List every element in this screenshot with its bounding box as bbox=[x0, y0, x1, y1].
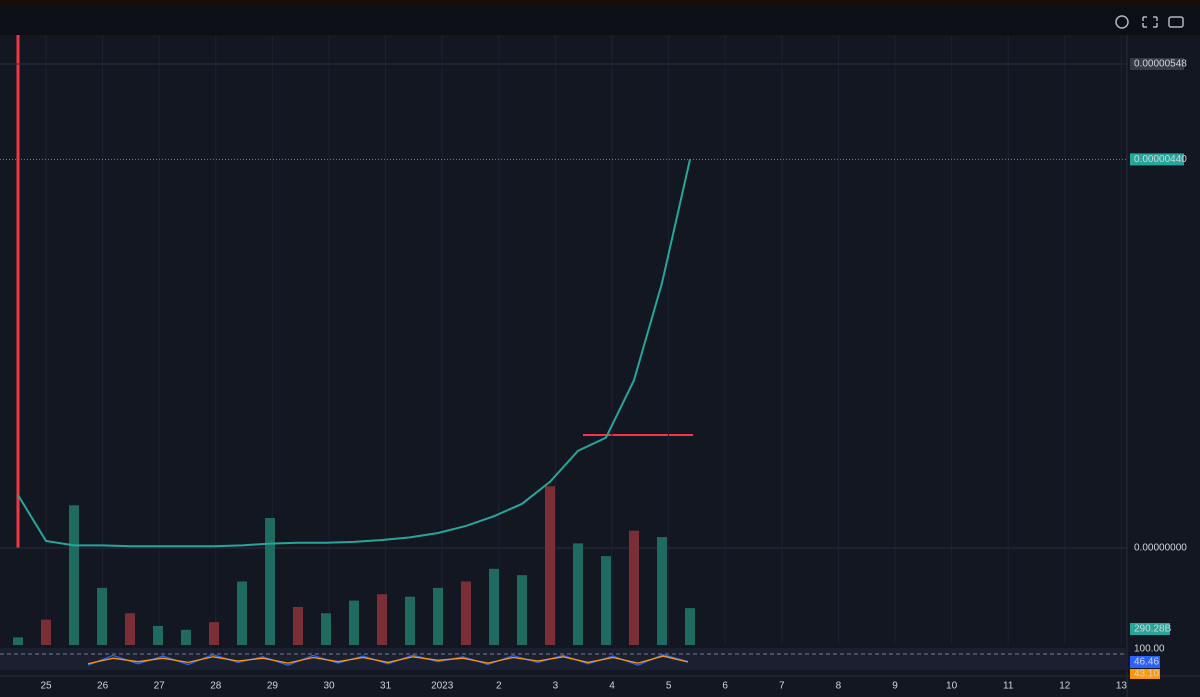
x-tick-label: 3 bbox=[553, 681, 559, 692]
price-label-bg bbox=[1130, 153, 1184, 166]
x-tick-label: 8 bbox=[836, 681, 842, 692]
x-tick-label: 31 bbox=[380, 681, 392, 692]
x-tick-label: 7 bbox=[779, 681, 785, 692]
volume-bar bbox=[125, 613, 135, 645]
x-tick-label: 26 bbox=[97, 681, 109, 692]
price-tick-label: 0.00000548 bbox=[1134, 59, 1187, 70]
x-tick-label: 30 bbox=[323, 681, 335, 692]
x-tick-label: 2023 bbox=[431, 681, 454, 692]
volume-label-bg bbox=[1130, 623, 1170, 635]
volume-bar bbox=[293, 606, 303, 645]
volume-bar bbox=[433, 587, 443, 645]
volume-bar bbox=[545, 486, 555, 645]
fullscreen-icon[interactable] bbox=[1142, 16, 1158, 28]
top-border bbox=[0, 0, 1200, 6]
price-tick-label: 0.00000440 bbox=[1134, 154, 1187, 165]
volume-bar bbox=[685, 608, 695, 645]
volume-bar bbox=[349, 600, 359, 645]
volume-bar bbox=[41, 619, 51, 645]
volume-bar bbox=[657, 537, 667, 645]
volume-bar bbox=[69, 505, 79, 645]
price-line bbox=[17, 159, 691, 548]
volume-bar bbox=[629, 530, 639, 645]
volume-label: 290.28B bbox=[1134, 624, 1172, 635]
volume-bar bbox=[377, 594, 387, 645]
volume-bar bbox=[489, 568, 499, 645]
volume-bar bbox=[13, 637, 23, 645]
price-label-bg bbox=[1130, 58, 1184, 70]
x-tick-label: 6 bbox=[722, 681, 728, 692]
x-tick-label: 12 bbox=[1059, 681, 1071, 692]
stoch-d-line bbox=[87, 655, 689, 665]
k-label: 46.46 bbox=[1134, 657, 1159, 668]
x-tick-label: 4 bbox=[609, 681, 615, 692]
volume-bar bbox=[209, 622, 219, 645]
x-tick-label: 27 bbox=[154, 681, 166, 692]
x-tick-label: 2 bbox=[496, 681, 502, 692]
volume-bar bbox=[237, 581, 247, 645]
screenshot-icon[interactable] bbox=[1168, 16, 1184, 28]
d-label: 43.10 bbox=[1134, 669, 1159, 680]
volume-bar bbox=[405, 596, 415, 645]
x-tick-label: 13 bbox=[1116, 681, 1128, 692]
stoch-tick-label: 100.00 bbox=[1134, 644, 1165, 655]
x-tick-label: 11 bbox=[1003, 681, 1014, 692]
price-tick-label: 0.00000000 bbox=[1134, 543, 1187, 554]
volume-bar bbox=[153, 625, 163, 645]
volume-bar bbox=[265, 518, 275, 645]
d-label-bg bbox=[1130, 669, 1160, 679]
volume-bar bbox=[461, 581, 471, 645]
volume-bar bbox=[601, 556, 611, 645]
settings-icon[interactable] bbox=[1115, 15, 1129, 29]
stoch-k-line bbox=[87, 654, 689, 666]
volume-bar bbox=[181, 629, 191, 645]
x-tick-label: 5 bbox=[666, 681, 672, 692]
volume-bar bbox=[517, 575, 527, 645]
volume-bar bbox=[573, 543, 583, 645]
x-tick-label: 28 bbox=[210, 681, 222, 692]
volume-bar bbox=[97, 587, 107, 645]
x-tick-label: 9 bbox=[892, 681, 898, 692]
x-tick-label: 10 bbox=[946, 681, 958, 692]
k-label-bg bbox=[1130, 656, 1160, 668]
x-tick-label: 29 bbox=[267, 681, 279, 692]
volume-bar bbox=[321, 613, 331, 645]
x-tick-label: 25 bbox=[40, 681, 52, 692]
